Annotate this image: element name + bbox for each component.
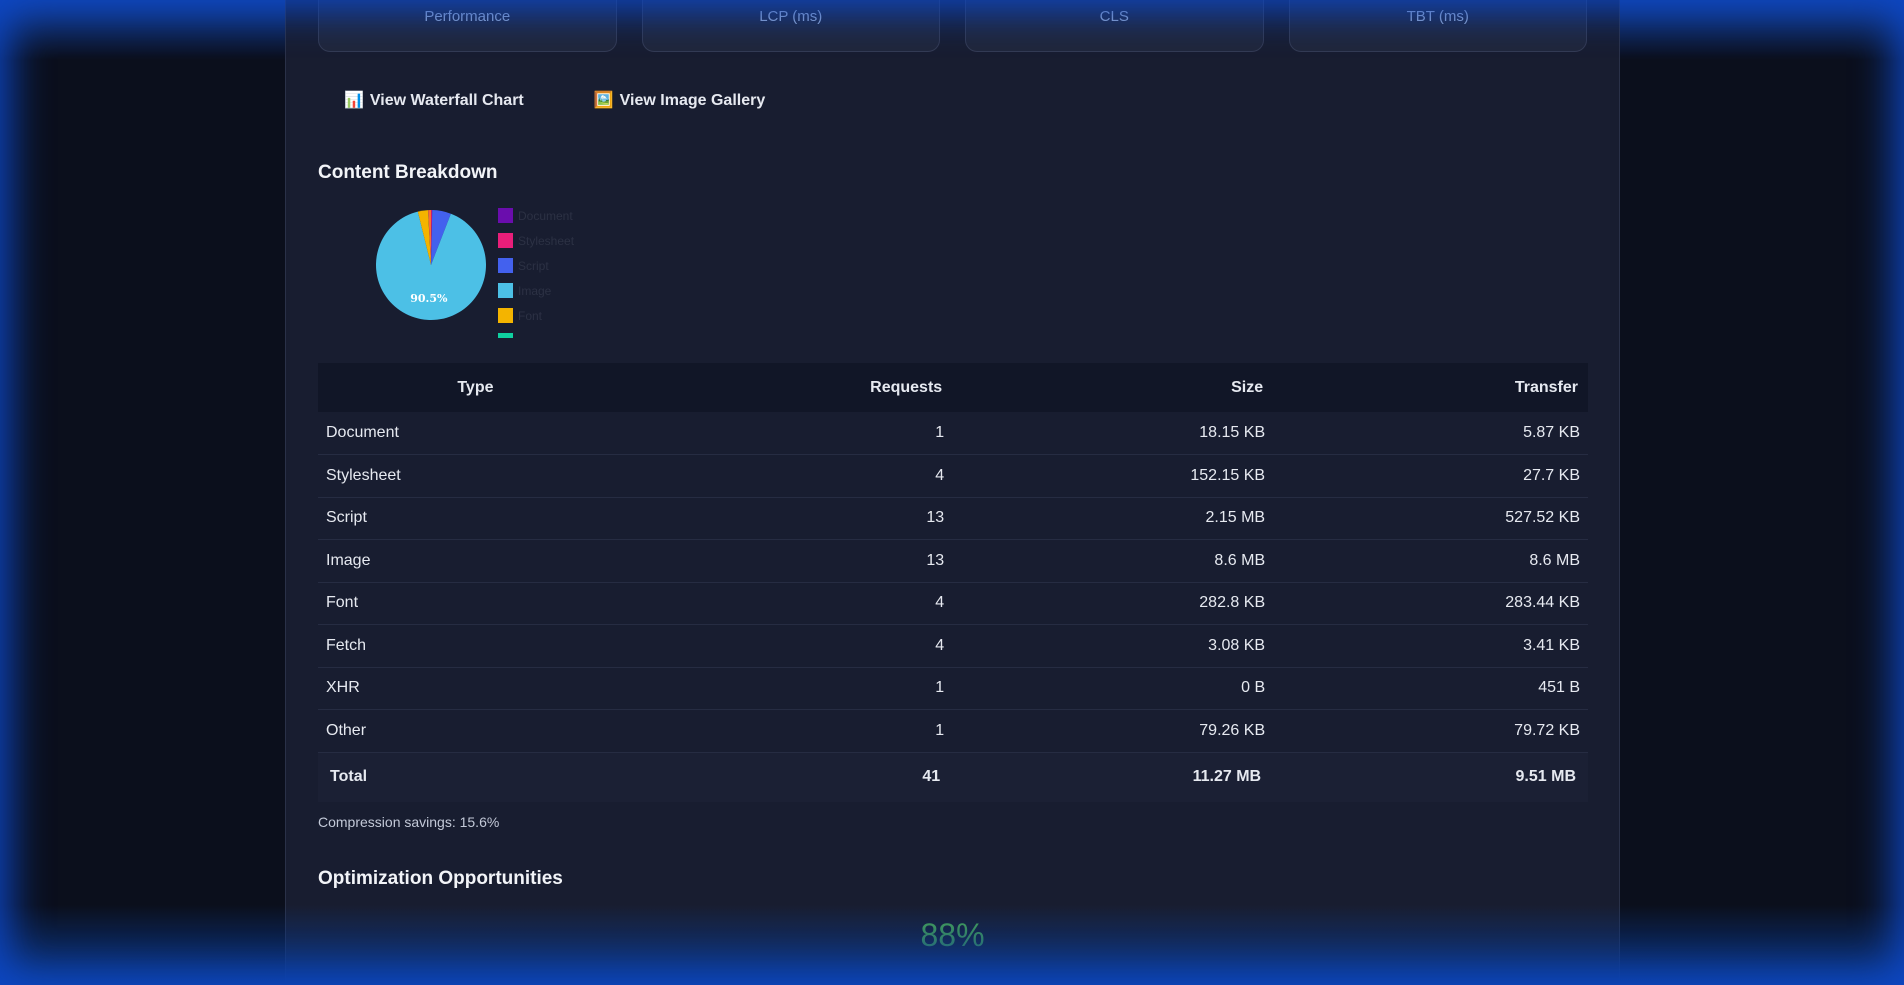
pie-slice-font[interactable] <box>417 210 431 265</box>
pie-slice-other[interactable] <box>428 210 431 265</box>
table-cell: 0 B <box>952 667 1274 710</box>
table-cell: 283.44 KB <box>1273 582 1588 625</box>
total-cell: Total <box>318 752 633 802</box>
table-cell: 451 B <box>1273 667 1588 710</box>
table-cell: Font <box>318 582 633 625</box>
table-cell: 13 <box>632 497 953 540</box>
table-cell: 79.26 KB <box>952 709 1274 753</box>
legend-swatch <box>498 208 513 223</box>
table-cell: 79.72 KB <box>1273 709 1588 753</box>
content-table: Type Requests Size Transfer Document 1 18.15 … <box>318 363 1588 802</box>
column-header: Type <box>318 363 633 412</box>
report-container: Performance LCP (ms) CLS TBT (ms) 📊 View … <box>285 0 1620 985</box>
table-cell: 4 <box>632 454 953 498</box>
legend-label[interactable]: Font <box>518 309 543 323</box>
table-cell: 8.6 MB <box>952 539 1274 583</box>
table-row: Image 13 8.6 MB 8.6 MB <box>318 539 1588 583</box>
bar-chart-icon: 📊 <box>344 92 364 109</box>
table-cell: 8.6 MB <box>1273 539 1588 583</box>
legend-label[interactable]: Stylesheet <box>518 234 575 248</box>
table-cell: 27.7 KB <box>1273 454 1588 498</box>
table-cell: 1 <box>632 667 953 710</box>
legend-label[interactable]: Document <box>518 209 573 223</box>
table-row: Document 1 18.15 KB 5.87 KB <box>318 412 1588 455</box>
compression-savings: Compression savings: 15.6% <box>318 814 500 830</box>
metric-cards: Performance LCP (ms) CLS TBT (ms) <box>318 0 1587 52</box>
table-cell: 3.41 KB <box>1273 624 1588 668</box>
column-header: Requests <box>632 363 953 412</box>
pie-slice-fetch[interactable] <box>427 210 431 265</box>
table-row: Fetch 4 3.08 KB 3.41 KB <box>318 624 1588 668</box>
table-cell: 5.87 KB <box>1273 412 1588 455</box>
table-cell: 282.8 KB <box>952 582 1274 625</box>
total-cell: 9.51 MB <box>1273 752 1588 802</box>
table-cell: Image <box>318 539 633 583</box>
legend-swatch <box>498 333 513 338</box>
legend-label[interactable]: Script <box>518 259 549 273</box>
link-label: View Image Gallery <box>619 92 766 109</box>
table-cell: Script <box>318 497 633 540</box>
legend-swatch <box>498 258 513 273</box>
column-header: Size <box>952 363 1274 412</box>
total-cell: 11.27 MB <box>952 752 1274 802</box>
table-cell: Stylesheet <box>318 454 633 498</box>
legend-swatch <box>498 233 513 248</box>
total-row: Total 41 11.27 MB 9.51 MB <box>318 752 1588 802</box>
optimization-title: Optimization Opportunities <box>318 868 563 889</box>
pie-data-label: 90.5% <box>410 292 448 305</box>
picture-icon: 🖼️ <box>593 92 614 109</box>
table-cell: 152.15 KB <box>952 454 1274 498</box>
legend-label[interactable]: Image <box>518 284 552 298</box>
pie-slice-stylesheet[interactable] <box>431 210 433 265</box>
content-pie-chart: 90.5% Document Stylesheet Script Image Font <box>376 208 575 338</box>
metric-card-performance: Performance <box>318 0 617 52</box>
table-cell: 1 <box>632 412 953 455</box>
table-row: Stylesheet 4 152.15 KB 27.7 KB <box>318 454 1588 498</box>
table-cell: 527.52 KB <box>1273 497 1588 540</box>
table-row: Font 4 282.8 KB 283.44 KB <box>318 582 1588 625</box>
optimization-score: 88% <box>920 917 985 953</box>
metric-card-tbt: TBT (ms) <box>1288 0 1587 52</box>
pie-slice-xhr[interactable] <box>428 210 431 265</box>
pie-slice-script[interactable] <box>431 210 451 265</box>
table-cell: Document <box>318 412 633 455</box>
total-cell: 41 <box>632 752 953 802</box>
table-cell: 4 <box>632 624 953 668</box>
metric-label: CLS <box>1099 8 1129 25</box>
table-cell: 4 <box>632 582 953 625</box>
table-cell: 3.08 KB <box>952 624 1274 668</box>
view-gallery-link[interactable]: 🖼️ View Image Gallery <box>594 90 765 110</box>
table-cell: 1 <box>632 709 953 753</box>
metric-card-cls: CLS <box>965 0 1264 52</box>
legend-swatch <box>498 308 513 323</box>
metric-label: Performance <box>424 8 511 25</box>
column-header: Transfer <box>1273 363 1588 412</box>
view-waterfall-link[interactable]: 📊 View Waterfall Chart <box>344 90 524 110</box>
table-cell: 2.15 MB <box>952 497 1274 540</box>
table-cell: 13 <box>632 539 953 583</box>
metric-label: LCP (ms) <box>759 8 823 25</box>
table-row: Other 1 79.26 KB 79.72 KB <box>318 709 1588 753</box>
table-cell: 18.15 KB <box>952 412 1274 455</box>
table-cell: Fetch <box>318 624 633 668</box>
metric-card-lcp: LCP (ms) <box>641 0 940 52</box>
table-row: XHR 1 0 B 451 B <box>318 667 1588 710</box>
table-row: Script 13 2.15 MB 527.52 KB <box>318 497 1588 540</box>
metric-label: TBT (ms) <box>1406 8 1469 25</box>
table-cell: XHR <box>318 667 633 710</box>
table-cell: Other <box>318 709 633 753</box>
legend-swatch <box>498 283 513 298</box>
link-label: View Waterfall Chart <box>369 92 524 109</box>
content-breakdown-title: Content Breakdown <box>318 162 498 183</box>
pie-slice-image[interactable] <box>376 211 486 320</box>
